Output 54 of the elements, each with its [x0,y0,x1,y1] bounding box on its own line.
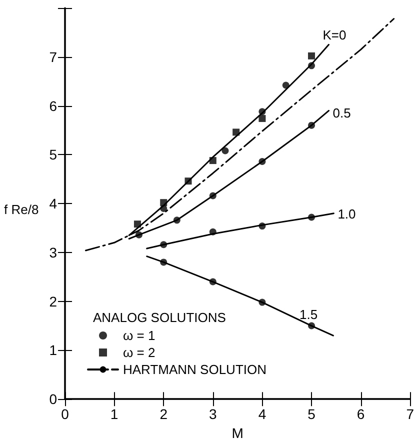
legend-title: ANALOG SOLUTIONS [93,310,226,325]
y-tick-label: 1 [49,342,58,358]
point [232,128,240,136]
x-tick-label: 0 [61,406,70,422]
legend-label: ω = 2 [123,345,156,360]
point [209,228,216,236]
annotation: 1.0 [338,206,356,222]
point [258,114,266,122]
point [258,108,266,116]
point [209,157,216,164]
point [258,222,266,230]
x-tick-label: 5 [308,406,316,422]
annotation: 1.5 [300,306,318,322]
point [258,298,266,306]
point [184,178,192,185]
annotation: 0.5 [332,106,351,121]
line-series [84,18,395,252]
x-tick-label: 6 [356,406,365,422]
x-tick-label: 2 [160,406,168,422]
x-tick-label: 4 [258,406,266,422]
point [258,158,266,166]
legend-label: HARTMANN SOLUTION [123,362,266,377]
point [308,62,316,70]
y-tick-label: 0 [49,391,58,408]
legend-label: ω = 1 [123,328,156,343]
point [282,82,290,89]
point [135,231,142,238]
y-tick-label: 6 [49,98,58,114]
y-tick-label: 7 [49,48,58,65]
point [160,204,168,212]
point [160,199,168,206]
x-tick-label: 1 [110,406,118,422]
y-axis-title: f Re/8 [4,202,39,217]
point [160,241,168,248]
point [308,52,316,60]
point [160,258,168,266]
line-series [146,212,334,250]
annotation: K=0 [322,28,346,43]
x-axis-title: M [232,425,244,441]
point [173,216,180,224]
x-tick-label: 3 [209,406,218,422]
point [308,214,316,221]
point [308,322,316,330]
y-tick-label: 2 [49,293,58,310]
point [308,122,316,129]
x-tick-label: 7 [406,406,414,422]
y-tick-label: 3 [49,244,58,260]
y-tick-label: 4 [49,196,58,212]
point [209,192,216,200]
point [222,147,229,154]
point [134,220,141,228]
line-series [128,44,330,236]
y-tick-label: 5 [49,146,58,163]
point [209,278,216,286]
